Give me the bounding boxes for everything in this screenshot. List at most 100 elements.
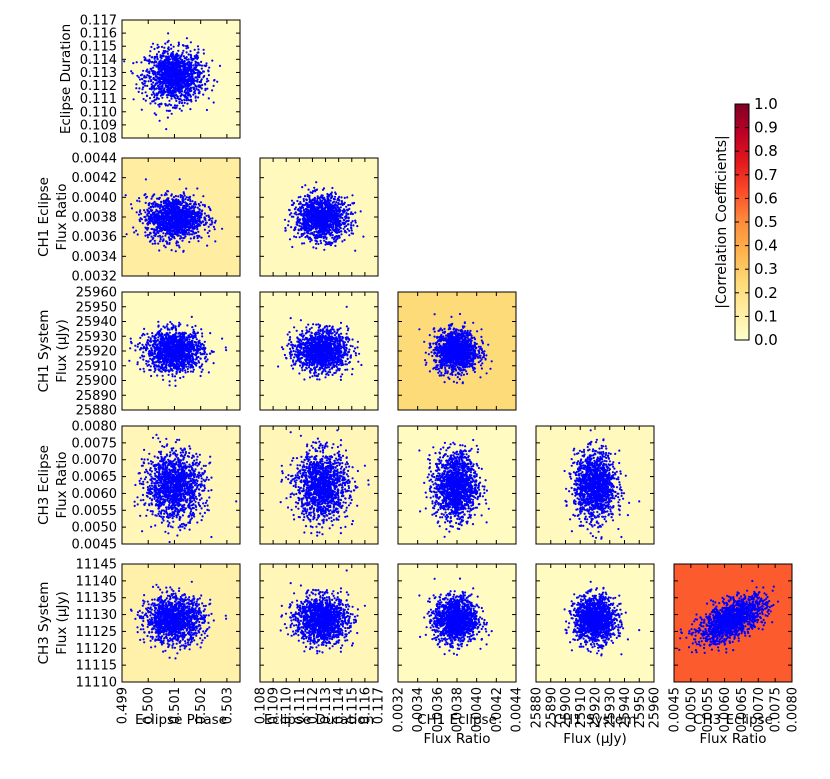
- scatter-point: [321, 199, 324, 202]
- scatter-point: [172, 196, 176, 199]
- scatter-point: [190, 233, 193, 236]
- scatter-point: [197, 75, 200, 78]
- scatter-point: [329, 229, 332, 232]
- scatter-point: [201, 368, 204, 371]
- scatter-point: [175, 75, 178, 78]
- scatter-point: [166, 96, 169, 99]
- scatter-point: [331, 208, 334, 211]
- scatter-point: [182, 86, 185, 89]
- scatter-point: [195, 212, 198, 215]
- scatter-point: [188, 67, 191, 70]
- scatter-point: [171, 60, 174, 64]
- scatter-point: [162, 378, 165, 381]
- scatter-point: [177, 231, 180, 234]
- scatter-point: [141, 343, 144, 346]
- scatter-point: [183, 233, 186, 236]
- scatter-point: [149, 231, 152, 234]
- scatter-point: [347, 223, 350, 226]
- scatter-point: [312, 215, 315, 218]
- scatter-point: [136, 199, 139, 202]
- scatter-point: [158, 240, 161, 243]
- scatter-point: [188, 203, 191, 206]
- scatter-point: [180, 92, 183, 96]
- scatter-point: [140, 77, 144, 80]
- scatter-point: [202, 70, 205, 73]
- scatter-point: [177, 234, 180, 237]
- scatter-point: [332, 223, 335, 226]
- scatter-point: [203, 340, 206, 343]
- scatter-point: [156, 84, 160, 88]
- scatter-point: [197, 359, 200, 363]
- scatter-point: [199, 214, 202, 217]
- scatter-point: [308, 228, 311, 231]
- scatter-point: [331, 186, 334, 190]
- scatter-point: [216, 80, 219, 83]
- scatter-point: [305, 198, 308, 202]
- scatter-point: [320, 242, 323, 245]
- scatter-point: [325, 237, 328, 240]
- scatter-point: [191, 81, 194, 84]
- scatter-point: [191, 200, 194, 203]
- scatter-point: [331, 234, 334, 237]
- scatter-point: [183, 222, 186, 225]
- scatter-point: [169, 43, 173, 47]
- scatter-point: [194, 203, 198, 206]
- scatter-point: [189, 237, 192, 240]
- scatter-point: [309, 232, 312, 235]
- scatter-point: [196, 217, 199, 220]
- scatter-point: [193, 87, 196, 90]
- scatter-point: [160, 200, 163, 204]
- scatter-point: [184, 371, 187, 374]
- scatter-point: [211, 217, 214, 220]
- scatter-point: [144, 196, 148, 199]
- scatter-point: [204, 221, 208, 224]
- scatter-point: [292, 201, 295, 204]
- scatter-point: [158, 234, 161, 237]
- scatter-point: [323, 235, 326, 238]
- scatter-point: [205, 108, 208, 112]
- scatter-point: [320, 221, 323, 225]
- scatter-point: [205, 62, 208, 65]
- scatter-point: [158, 76, 162, 80]
- scatter-point: [177, 41, 180, 44]
- scatter-point: [298, 224, 301, 227]
- scatter-point: [142, 86, 145, 89]
- scatter-point: [151, 86, 154, 90]
- scatter-point: [185, 82, 188, 85]
- scatter-point: [132, 226, 135, 229]
- scatter-point: [179, 235, 182, 238]
- scatter-point: [163, 222, 166, 225]
- scatter-panel-ch1_ratio-vs-duration: [259, 157, 379, 277]
- scatter-point: [334, 207, 337, 210]
- scatter-point: [159, 55, 162, 59]
- scatter-point: [137, 90, 140, 93]
- scatter-point: [148, 60, 151, 63]
- scatter-point: [190, 229, 193, 232]
- scatter-point: [188, 338, 191, 341]
- scatter-point: [196, 206, 199, 209]
- scatter-point: [159, 81, 163, 84]
- scatter-point: [200, 236, 203, 239]
- scatter-point: [170, 63, 173, 66]
- scatter-point: [161, 235, 164, 238]
- scatter-point: [182, 199, 185, 202]
- scatter-point: [144, 84, 147, 87]
- scatter-point: [164, 212, 167, 215]
- scatter-point: [197, 62, 200, 65]
- scatter-point: [309, 203, 312, 206]
- scatter-point: [167, 89, 170, 92]
- scatter-point: [138, 200, 141, 203]
- scatter-point: [337, 201, 340, 205]
- scatter-point: [188, 99, 192, 102]
- scatter-point: [166, 68, 169, 71]
- scatter-point: [202, 52, 205, 55]
- scatter-point: [214, 240, 217, 243]
- scatter-point: [288, 208, 291, 211]
- scatter-point: [348, 234, 351, 237]
- scatter-point: [148, 207, 151, 210]
- scatter-point: [180, 101, 184, 105]
- scatter-point: [177, 84, 180, 87]
- scatter-point: [148, 202, 151, 205]
- scatter-point: [180, 226, 183, 229]
- scatter-point: [206, 358, 209, 361]
